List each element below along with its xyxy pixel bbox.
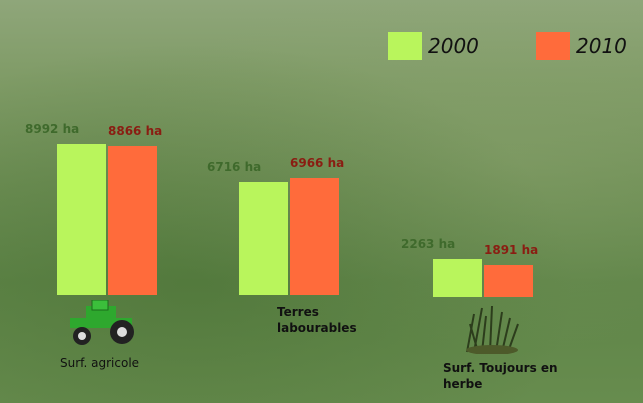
bar <box>57 144 106 295</box>
bar <box>484 265 533 297</box>
grass-icon <box>462 304 522 354</box>
category-label: Surf. agricole <box>60 355 200 371</box>
value-label: 2263 ha <box>401 237 455 251</box>
value-label: 6966 ha <box>290 156 344 170</box>
category-label: Surf. Toujours en herbe <box>443 360 563 392</box>
legend-label: 2000 <box>428 34 479 58</box>
bar <box>239 182 288 295</box>
value-label: 6716 ha <box>207 160 261 174</box>
value-label: 8866 ha <box>108 124 162 138</box>
legend-label: 2010 <box>576 34 627 58</box>
bar <box>433 259 482 297</box>
legend-swatch <box>536 32 570 60</box>
value-label: 8992 ha <box>25 122 79 136</box>
category-label: Terres labourables <box>277 304 377 336</box>
tractor-icon <box>66 300 142 348</box>
chart: Surf. agricole 8992 ha 8866 ha Terres labou… <box>0 0 643 403</box>
legend-swatch <box>388 32 422 60</box>
bar <box>108 146 157 295</box>
value-label: 1891 ha <box>484 243 538 257</box>
bar <box>290 178 339 295</box>
